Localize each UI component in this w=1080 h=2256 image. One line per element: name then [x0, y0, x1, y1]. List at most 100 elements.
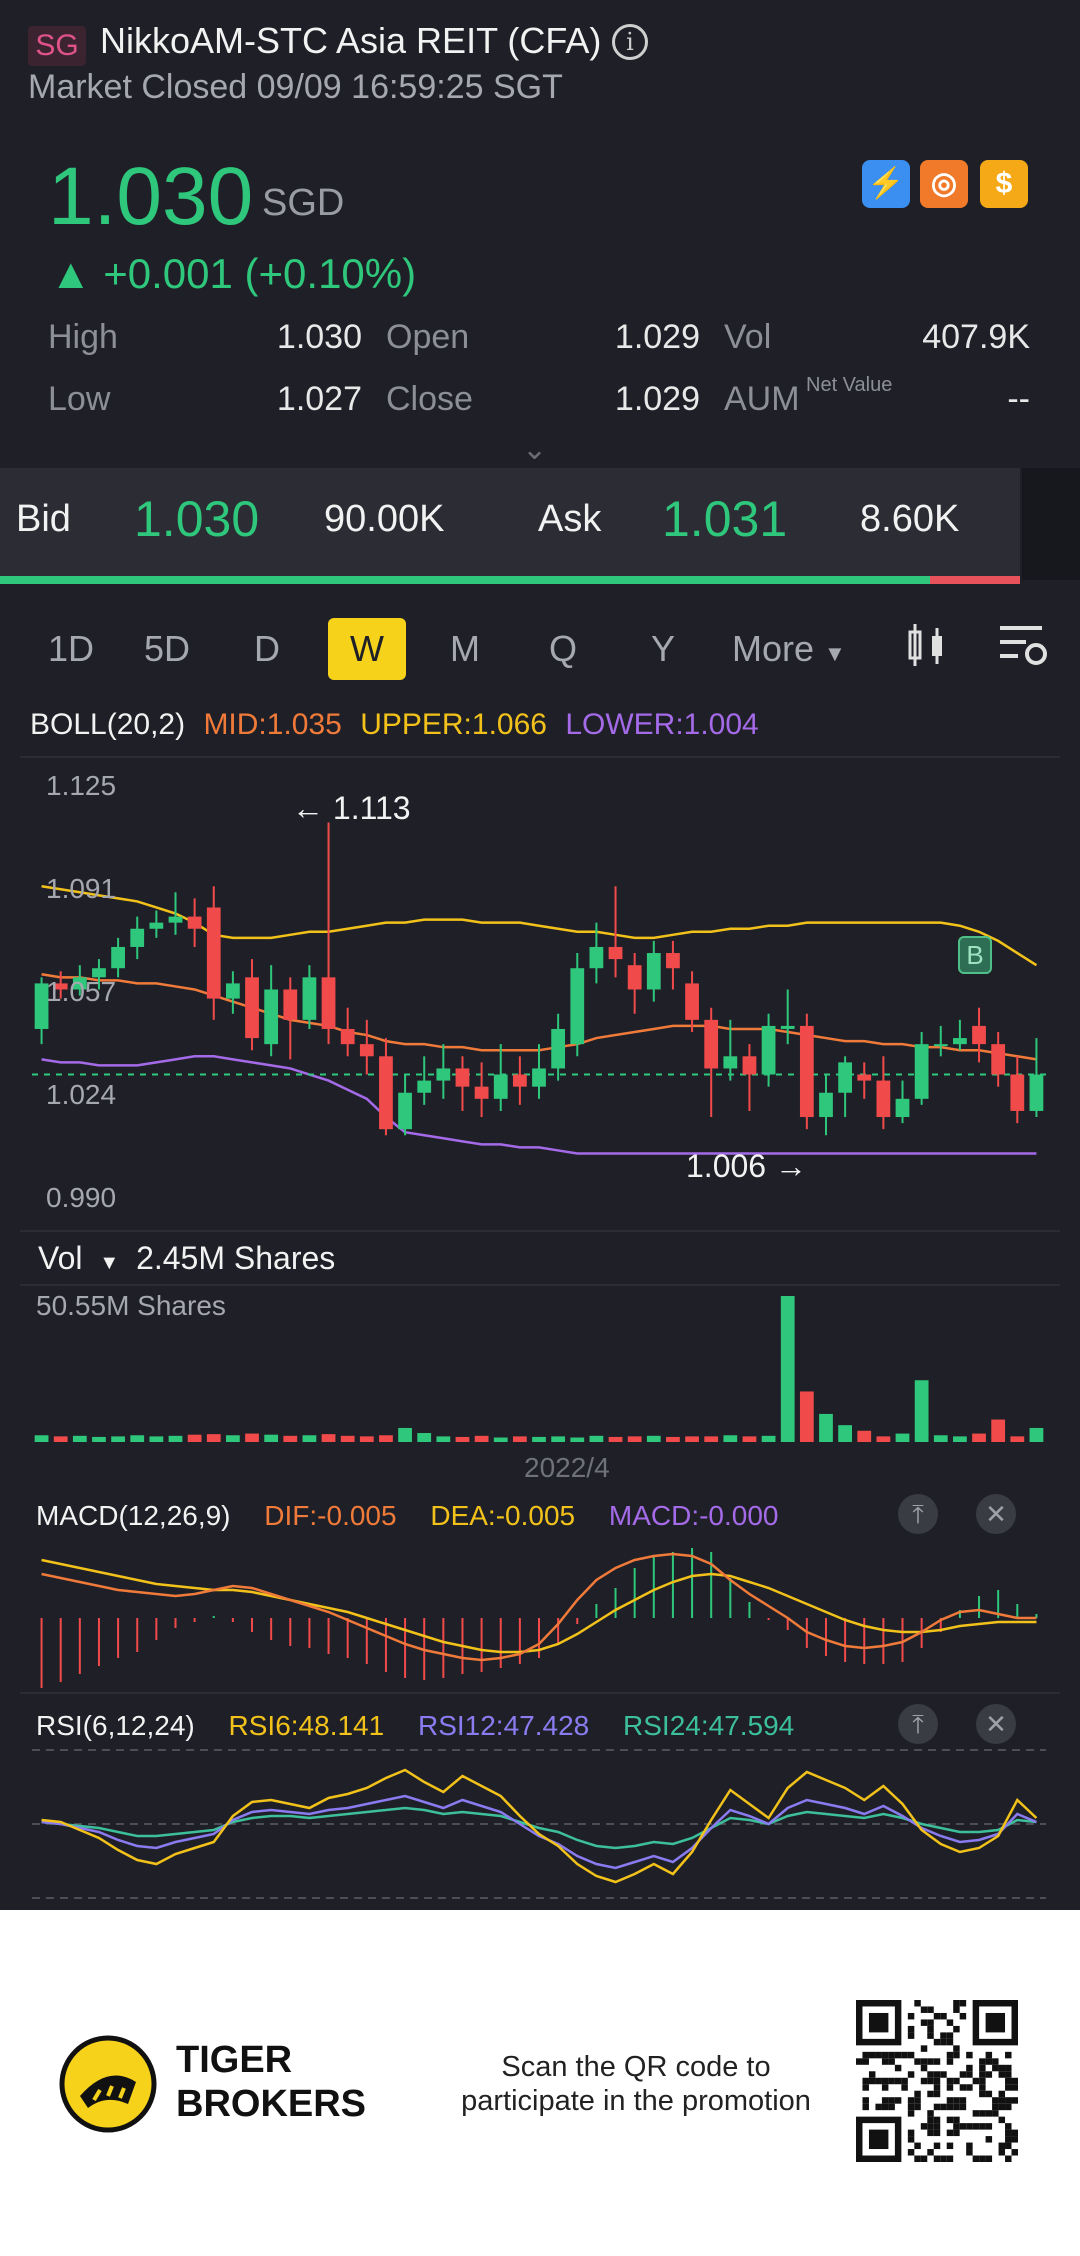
tab-m[interactable]: M	[450, 628, 480, 669]
qr-module	[972, 2123, 980, 2130]
candle-body	[646, 953, 661, 990]
volume-bar	[895, 1433, 910, 1442]
tab-w[interactable]: W	[328, 618, 406, 680]
qr-module	[868, 2051, 876, 2059]
qr-module	[953, 2103, 960, 2111]
qr-module	[901, 2084, 908, 2091]
qr-module	[992, 2058, 999, 2065]
buy-marker[interactable]: B	[958, 936, 992, 974]
macd-dea: DEA:-0.005	[430, 1500, 576, 1531]
candle-body	[532, 1068, 546, 1087]
qr-module	[933, 2123, 941, 2130]
volume-bar	[838, 1425, 853, 1442]
vol-indicator-value: 2.45M Shares	[136, 1240, 336, 1276]
volume-chart[interactable]	[0, 1288, 1080, 1446]
qr-module	[953, 2129, 960, 2137]
qr-module	[894, 2064, 902, 2072]
volume-bar	[72, 1435, 87, 1442]
qr-module	[862, 2084, 869, 2091]
stock-title: NikkoAM-STC Asia REIT (CFA)	[100, 20, 602, 61]
aum-superscript: Net Value	[806, 374, 893, 396]
qr-module	[985, 2051, 993, 2059]
candle-body	[972, 1025, 986, 1045]
boll-legend[interactable]: BOLL(20,2) MID:1.035 UPPER:1.066 LOWER:1…	[30, 708, 759, 742]
qr-module	[946, 2051, 954, 2059]
volume-bar	[589, 1435, 604, 1442]
volume-bar	[245, 1433, 259, 1442]
more-dropdown[interactable]: More ▼	[732, 618, 852, 680]
dollar-icon[interactable]: $	[980, 160, 1028, 208]
qr-module	[953, 2051, 960, 2059]
tab-5d[interactable]: 5D	[143, 628, 191, 669]
macd-label: MACD(12,26,9)	[36, 1500, 231, 1531]
candlestick-chart[interactable]	[0, 760, 1080, 1230]
candle-style-icon[interactable]	[900, 618, 956, 674]
boll-lower-line	[41, 1055, 1037, 1155]
rsi-chart[interactable]	[0, 1748, 1080, 1908]
ask-label: Ask	[538, 498, 602, 540]
candle-body	[264, 989, 279, 1045]
volume-bar	[474, 1435, 489, 1442]
ask-ratio-bar	[930, 576, 1020, 584]
pin-top-icon[interactable]: ⤒	[898, 1704, 938, 1744]
qr-module	[907, 2012, 915, 2020]
tab-1d[interactable]: 1D	[47, 628, 95, 669]
bid-label: Bid	[16, 498, 71, 540]
volume-bar	[876, 1436, 891, 1442]
expand-chevron-icon[interactable]: ⌄	[522, 433, 548, 466]
qr-module	[933, 2142, 941, 2150]
close-icon[interactable]: ✕	[976, 1494, 1016, 1534]
high-annotation: ← 1.113	[292, 790, 411, 826]
boll-mid: MID:1.035	[203, 708, 342, 741]
tab-d[interactable]: D	[254, 628, 280, 669]
pin-top-icon[interactable]: ⤒	[898, 1494, 938, 1534]
tab-q[interactable]: Q	[548, 628, 577, 669]
qr-module	[946, 2116, 954, 2124]
qr-module	[972, 2155, 980, 2162]
close-icon[interactable]: ✕	[976, 1704, 1016, 1744]
qr-module	[888, 2097, 895, 2104]
macd-chart[interactable]	[0, 1540, 1080, 1690]
vol-legend[interactable]: Vol ▼ 2.45M Shares	[38, 1240, 335, 1277]
qr-module	[1005, 2155, 1012, 2162]
info-icon[interactable]: i	[612, 24, 648, 60]
qr-module	[940, 2071, 947, 2078]
candle-body	[436, 1068, 451, 1081]
candle-body	[512, 1074, 527, 1087]
qr-module	[953, 2116, 960, 2124]
volume-bar	[340, 1435, 355, 1442]
qr-module	[933, 2090, 941, 2098]
bid-ratio-bar	[0, 576, 930, 584]
volume-bar	[799, 1391, 814, 1442]
candle-body	[933, 1044, 948, 1047]
rsi-legend[interactable]: RSI(6,12,24) RSI6:48.141 RSI12:47.428 RS…	[36, 1710, 794, 1742]
qr-module	[998, 2064, 1006, 2072]
indicator-settings-icon[interactable]	[996, 618, 1052, 674]
qr-module	[888, 2051, 895, 2059]
y-tick-3: 1.024	[46, 1079, 117, 1110]
badge-icon[interactable]: ◎	[920, 160, 968, 208]
brand-line2: BROKERS	[176, 2083, 367, 2125]
close-value: 1.029	[614, 380, 700, 418]
y-tick-2: 1.057	[46, 976, 117, 1007]
macd-dif: DIF:-0.005	[264, 1500, 397, 1531]
qr-module	[953, 2077, 960, 2085]
macd-legend[interactable]: MACD(12,26,9) DIF:-0.005 DEA:-0.005 MACD…	[36, 1500, 779, 1532]
qr-module	[998, 2142, 1006, 2150]
qr-code[interactable]	[856, 2000, 1018, 2162]
volume-bar	[608, 1436, 623, 1442]
qr-module	[868, 2077, 876, 2085]
qr-module	[946, 2103, 954, 2111]
qr-module	[933, 2071, 941, 2078]
divider	[20, 756, 1060, 758]
qr-module	[920, 2058, 928, 2065]
qr-module	[966, 2064, 973, 2072]
qr-module	[862, 2051, 869, 2059]
lightning-icon[interactable]: ⚡	[862, 160, 910, 208]
qr-module	[1011, 2097, 1018, 2104]
qr-module	[979, 2071, 986, 2078]
qr-module	[856, 2058, 863, 2065]
volume-bar	[512, 1436, 527, 1442]
candle-body	[283, 989, 298, 1020]
tab-y[interactable]: Y	[650, 628, 675, 669]
